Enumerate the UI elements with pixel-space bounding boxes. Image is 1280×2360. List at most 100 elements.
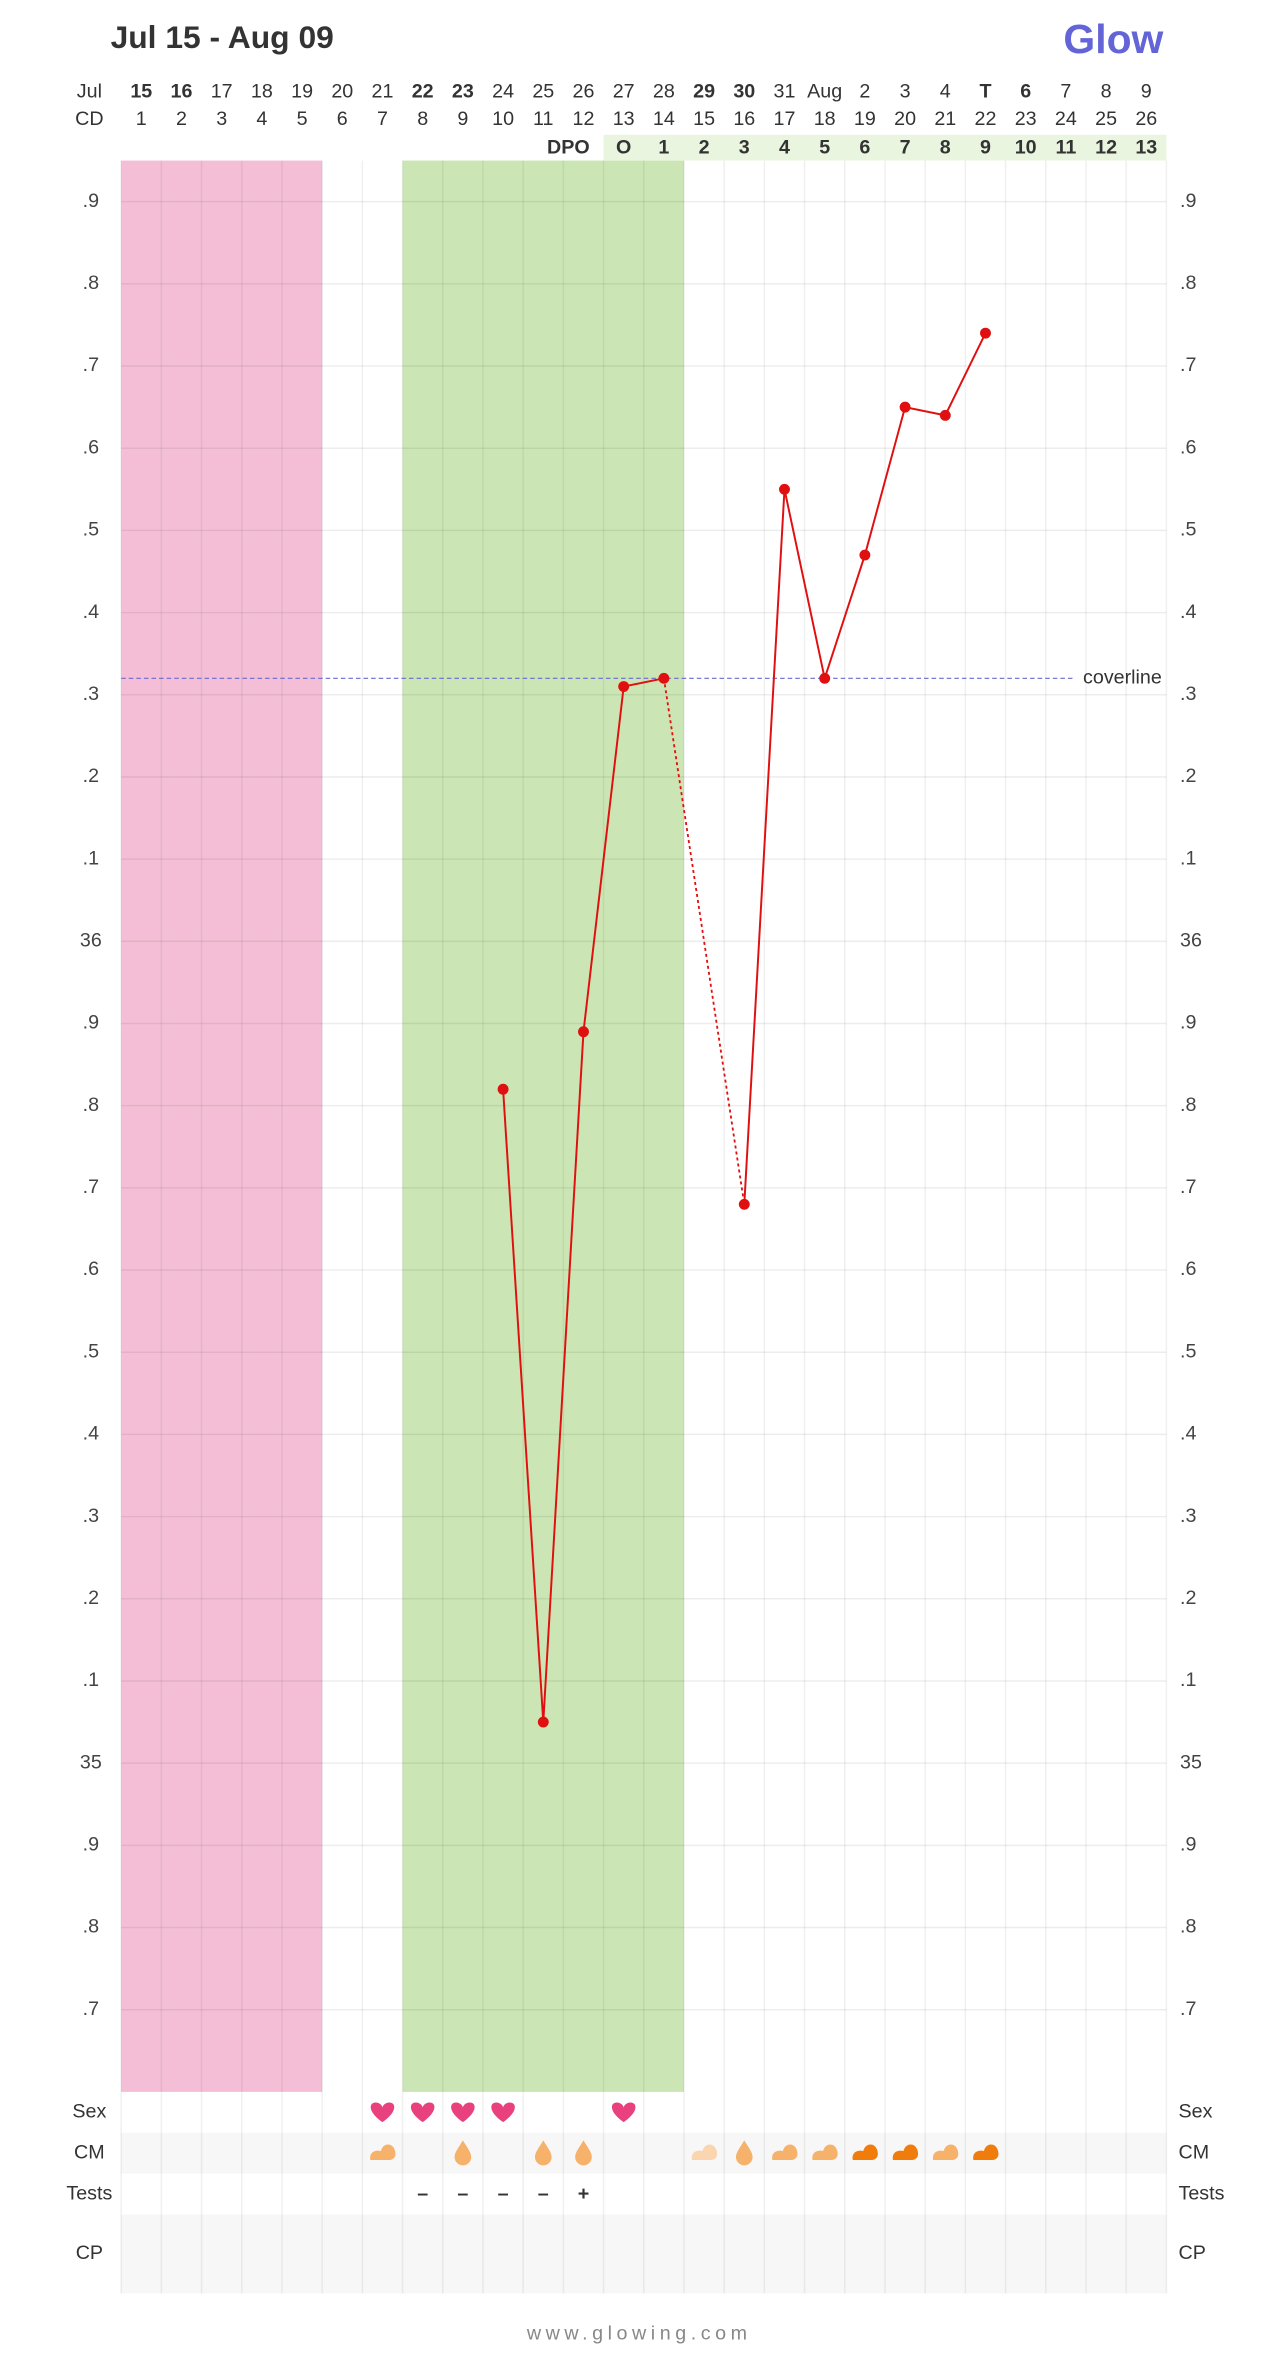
cd-label: 1 bbox=[136, 108, 147, 130]
y2-tick-label: 35 bbox=[1180, 1751, 1202, 1773]
y2-tick-label: .8 bbox=[1180, 272, 1196, 294]
y2-tick-label: .6 bbox=[1180, 1258, 1196, 1280]
footer: www.glowing.com bbox=[526, 2322, 752, 2344]
cd-label: 8 bbox=[417, 108, 428, 130]
test-icon: – bbox=[457, 2183, 468, 2205]
date-label: 28 bbox=[653, 81, 675, 103]
chart-title: Jul 15 - Aug 09 bbox=[111, 19, 334, 55]
cd-label: 6 bbox=[337, 108, 348, 130]
row-label: CP bbox=[76, 2242, 103, 2264]
cd-label: 3 bbox=[216, 108, 227, 130]
date-label: 7 bbox=[1060, 81, 1071, 103]
y-tick-label: .9 bbox=[83, 190, 99, 212]
date-label: 19 bbox=[291, 81, 313, 103]
y2-tick-label: .7 bbox=[1180, 1998, 1196, 2020]
cm-icon bbox=[575, 2140, 592, 2166]
cm-icon bbox=[370, 2144, 396, 2161]
cd-label: 2 bbox=[176, 108, 187, 130]
y-tick-label: .5 bbox=[83, 1340, 99, 1362]
y-tick-label: .1 bbox=[83, 847, 99, 869]
date-label: 27 bbox=[613, 81, 635, 103]
cd-label: CD bbox=[75, 108, 103, 130]
dpo-band bbox=[603, 134, 1167, 161]
date-label: 15 bbox=[130, 81, 152, 103]
date-label: 17 bbox=[211, 81, 233, 103]
phase-band bbox=[121, 160, 323, 2092]
temperature-point bbox=[497, 1083, 509, 1095]
y2-tick-label: .6 bbox=[1180, 436, 1196, 458]
dpo-label: 10 bbox=[1015, 137, 1037, 159]
dpo-label: 1 bbox=[658, 137, 669, 159]
cm-icon bbox=[812, 2144, 838, 2161]
date-label: Aug bbox=[807, 81, 842, 103]
cd-label: 20 bbox=[894, 108, 916, 130]
dpo-label: 4 bbox=[779, 137, 790, 159]
row-label: Tests bbox=[66, 2182, 112, 2204]
temperature-point bbox=[658, 672, 670, 684]
cd-label: 7 bbox=[377, 108, 388, 130]
y2-tick-label: .3 bbox=[1180, 1505, 1196, 1527]
date-label: 3 bbox=[900, 81, 911, 103]
y2-tick-label: .7 bbox=[1180, 1176, 1196, 1198]
temperature-point bbox=[980, 327, 991, 339]
temperature-point bbox=[537, 1716, 549, 1728]
sex-icon bbox=[410, 2102, 435, 2123]
test-icon: – bbox=[538, 2183, 549, 2205]
temperature-point bbox=[578, 1026, 589, 1038]
cm-icon bbox=[735, 2140, 753, 2166]
dpo-label: 8 bbox=[940, 137, 951, 159]
cm-icon bbox=[454, 2140, 472, 2166]
date-label: 26 bbox=[573, 81, 595, 103]
row-label: Sex bbox=[1179, 2101, 1213, 2123]
date-label: 25 bbox=[532, 81, 554, 103]
row-label: Tests bbox=[1179, 2182, 1225, 2204]
cd-label: 9 bbox=[457, 108, 468, 130]
y2-tick-label: .4 bbox=[1180, 601, 1196, 623]
dpo-label: 13 bbox=[1135, 137, 1157, 159]
y2-tick-label: .3 bbox=[1180, 683, 1196, 705]
y-tick-label: .7 bbox=[83, 354, 99, 376]
date-label: 9 bbox=[1141, 81, 1152, 103]
temperature-point bbox=[618, 681, 630, 692]
dpo-label: 6 bbox=[859, 137, 870, 159]
month-label: Jul bbox=[77, 81, 102, 103]
y2-tick-label: .2 bbox=[1180, 765, 1196, 787]
test-icon: + bbox=[578, 2183, 590, 2205]
y2-tick-label: .5 bbox=[1180, 1340, 1196, 1362]
temperature-point bbox=[779, 483, 790, 495]
y-tick-label: .2 bbox=[83, 1587, 99, 1609]
y2-tick-label: .9 bbox=[1180, 1834, 1196, 1856]
date-label: 8 bbox=[1101, 81, 1112, 103]
dpo-label: 5 bbox=[819, 137, 830, 159]
cd-label: 18 bbox=[814, 108, 836, 130]
cm-icon bbox=[852, 2144, 878, 2161]
row-label: Sex bbox=[72, 2101, 106, 2123]
dpo-title: DPO bbox=[547, 137, 590, 159]
y-tick-label: .9 bbox=[83, 1834, 99, 1856]
sex-icon bbox=[370, 2102, 395, 2123]
y-tick-label: .8 bbox=[83, 272, 99, 294]
y2-tick-label: .1 bbox=[1180, 1669, 1196, 1691]
y-tick-label: .2 bbox=[83, 765, 99, 787]
date-label: 21 bbox=[372, 81, 394, 103]
y2-tick-label: .2 bbox=[1180, 1587, 1196, 1609]
date-label: 2 bbox=[859, 81, 870, 103]
y2-tick-label: .4 bbox=[1180, 1423, 1196, 1445]
date-label: 30 bbox=[733, 81, 755, 103]
cm-icon bbox=[892, 2144, 919, 2161]
cd-label: 24 bbox=[1055, 108, 1077, 130]
cd-label: 5 bbox=[297, 108, 308, 130]
cd-label: 22 bbox=[975, 108, 997, 130]
dpo-label: 3 bbox=[739, 137, 750, 159]
date-label: 4 bbox=[940, 81, 951, 103]
cd-label: 12 bbox=[573, 108, 595, 130]
cd-label: 25 bbox=[1095, 108, 1117, 130]
test-icon: – bbox=[498, 2183, 509, 2205]
cd-label: 26 bbox=[1135, 108, 1157, 130]
cd-label: 23 bbox=[1015, 108, 1037, 130]
row-label: CP bbox=[1179, 2242, 1206, 2264]
y-tick-label: .3 bbox=[83, 1505, 99, 1527]
y-tick-label: .7 bbox=[83, 1998, 99, 2020]
y-tick-label: .4 bbox=[83, 1423, 99, 1445]
